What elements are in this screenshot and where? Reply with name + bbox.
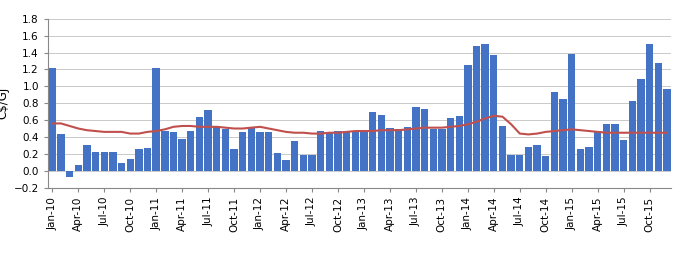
Bar <box>655 63 662 171</box>
Bar <box>620 140 627 171</box>
Bar <box>421 109 428 171</box>
Bar <box>153 68 160 171</box>
Bar <box>213 126 221 171</box>
Bar <box>230 149 238 171</box>
Bar <box>256 132 264 171</box>
Bar <box>66 171 73 177</box>
Bar <box>473 46 480 171</box>
Bar <box>265 132 273 171</box>
Bar <box>542 155 549 171</box>
Bar <box>663 89 671 171</box>
Bar <box>568 54 575 171</box>
Bar <box>508 155 515 171</box>
Bar <box>534 145 540 171</box>
Bar <box>170 132 177 171</box>
Bar <box>395 129 402 171</box>
Bar <box>135 149 142 171</box>
Bar <box>525 147 532 171</box>
Bar <box>594 131 601 171</box>
Bar <box>58 133 64 171</box>
Bar <box>377 115 385 171</box>
Bar <box>464 65 471 171</box>
Bar <box>127 159 134 171</box>
Bar <box>646 44 653 171</box>
Bar <box>577 149 584 171</box>
Bar <box>291 141 299 171</box>
Bar <box>499 126 506 171</box>
Bar <box>161 131 169 171</box>
Bar <box>308 155 316 171</box>
Bar <box>386 128 394 171</box>
Bar <box>101 152 108 171</box>
Bar <box>369 113 376 171</box>
Bar <box>325 132 333 171</box>
Bar <box>429 129 437 171</box>
Bar <box>412 107 420 171</box>
Bar <box>637 79 645 171</box>
Bar <box>196 117 203 171</box>
Y-axis label: C$/GJ: C$/GJ <box>0 87 10 119</box>
Bar <box>482 44 489 171</box>
Bar <box>343 131 350 171</box>
Bar <box>456 116 463 171</box>
Bar <box>109 152 116 171</box>
Bar <box>560 99 566 171</box>
Bar <box>179 139 186 171</box>
Bar <box>516 155 523 171</box>
Bar <box>299 155 307 171</box>
Bar <box>84 145 90 171</box>
Bar <box>490 55 497 171</box>
Bar <box>334 131 342 171</box>
Bar <box>551 92 558 171</box>
Bar <box>49 68 56 171</box>
Bar <box>603 124 610 171</box>
Bar <box>204 110 212 171</box>
Bar <box>187 131 195 171</box>
Bar <box>222 129 229 171</box>
Bar <box>248 127 255 171</box>
Bar <box>92 152 99 171</box>
Bar <box>274 153 281 171</box>
Bar <box>239 132 247 171</box>
Bar <box>75 165 82 171</box>
Bar <box>403 127 411 171</box>
Bar <box>351 131 359 171</box>
Bar <box>360 131 368 171</box>
Bar <box>586 147 593 171</box>
Bar <box>629 101 636 171</box>
Bar <box>144 148 151 171</box>
Bar <box>282 160 290 171</box>
Bar <box>438 129 445 171</box>
Bar <box>317 131 324 171</box>
Bar <box>447 118 454 171</box>
Bar <box>118 163 125 171</box>
Bar <box>611 124 619 171</box>
